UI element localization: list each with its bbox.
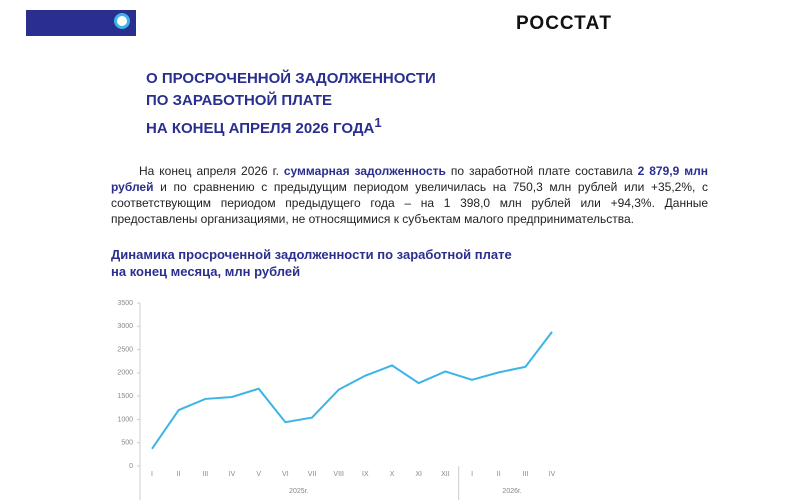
y-tick-label: 2000 [117,370,133,377]
y-tick-label: 3500 [117,300,133,307]
x-tick-label: XI [415,471,422,478]
y-tick-label: 1500 [117,393,133,400]
chart-title: Динамика просроченной задолженности по з… [111,246,512,280]
x-tick-label: VII [308,471,317,478]
y-tick-label: 2500 [117,346,133,353]
x-tick-label: I [471,471,473,478]
x-tick-label: II [177,471,181,478]
x-tick-label: X [390,471,395,478]
x-tick-label: VI [282,471,289,478]
y-tick-label: 0 [129,463,133,470]
text-bold: 2 879,9 млн рублей [111,164,708,194]
chart-title-line: на конец месяца, млн рублей [111,264,301,279]
text-bold: суммарная задолженность [283,164,446,178]
title: О ПРОСРОЧЕННОЙ ЗАДОЛЖЕННОСТИ ПО ЗАРАБОТН… [146,68,436,140]
text: На конец апреля 2026 г. [139,164,284,178]
title-line: ПО ЗАРАБОТНОЙ ПЛАТЕ [146,92,332,109]
x-tick-label: I [151,471,153,478]
paragraph: На конец апреля 2026 г. суммарная задолж… [111,163,708,227]
x-tick-label: III [202,471,208,478]
footnote-mark: 1 [374,115,382,130]
y-tick-label: 3000 [117,323,133,330]
x-tick-label: V [256,471,261,478]
chart-title-line: Динамика просроченной задолженности по з… [111,247,512,262]
x-tick-label: IV [229,471,236,478]
text: по заработной плате составила [445,164,638,178]
title-line: НА КОНЕЦ АПРЕЛЯ 2026 ГОДА [146,120,375,137]
x-tick-label: VIII [333,471,344,478]
x-tick-label: IX [362,471,369,478]
x-tick-label: III [522,471,528,478]
logo-text: РОССТАТ [516,13,612,34]
text: и по сравнению с предыдущим периодом уве… [111,180,708,226]
title-line: О ПРОСРОЧЕННОЙ ЗАДОЛЖЕННОСТИ [146,70,436,87]
y-tick-label: 500 [121,440,133,447]
x-tick-label: IV [549,471,556,478]
x-tick-label: II [497,471,501,478]
y-tick-label: 1000 [117,416,133,423]
title-line: НА КОНЕЦ АПРЕЛЯ 2026 ГОДА1 [146,112,436,140]
x-group-label: 2025г. [289,488,308,495]
x-group-label: 2026г. [502,488,521,495]
data-line [151,331,553,450]
x-tick-label: XII [441,471,450,478]
logo-dot [114,13,130,29]
